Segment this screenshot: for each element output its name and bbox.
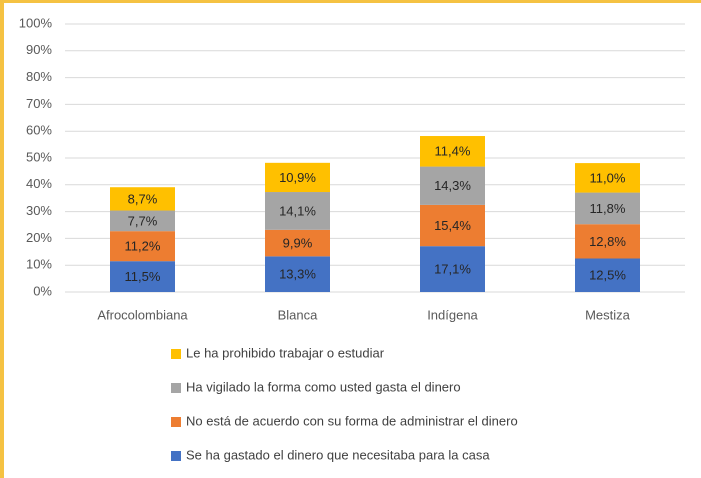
bar-segment <box>265 192 330 230</box>
legend-label: Ha vigilado la forma como usted gasta el… <box>186 379 461 394</box>
bar-segment <box>420 246 485 292</box>
y-tick-label: 20% <box>26 230 52 245</box>
bar-segment <box>575 224 640 259</box>
y-tick-label: 10% <box>26 257 52 272</box>
top-border <box>0 0 701 3</box>
legend-label: Le ha prohibido trabajar o estudiar <box>186 345 385 360</box>
y-tick-label: 80% <box>26 69 52 84</box>
y-tick-label: 100% <box>19 15 53 30</box>
x-tick-label: Afrocolombiana <box>97 307 188 322</box>
data-label: 12,5% <box>589 268 626 283</box>
x-tick-label: Blanca <box>278 307 319 322</box>
bar-segment <box>420 204 485 247</box>
data-label: 17,1% <box>434 262 471 277</box>
bar-segment <box>265 162 330 193</box>
data-label: 11,2% <box>125 239 161 254</box>
data-label: 14,3% <box>434 178 471 193</box>
y-tick-label: 0% <box>33 283 52 298</box>
bar-segment <box>420 136 485 167</box>
legend-swatch <box>171 383 181 393</box>
y-tick-label: 60% <box>26 123 52 138</box>
data-label: 8,7% <box>128 191 158 206</box>
bar-segment <box>265 256 330 292</box>
x-tick-label: Indígena <box>427 307 478 322</box>
data-label: 14,1% <box>279 203 316 218</box>
bar-segment <box>575 163 640 193</box>
legend-swatch <box>171 417 181 427</box>
data-label: 10,9% <box>279 170 316 185</box>
y-tick-label: 50% <box>26 149 52 164</box>
legend-label: Se ha gastado el dinero que necesitaba p… <box>186 447 490 462</box>
bar-segment <box>110 231 175 262</box>
bar-segment <box>420 166 485 205</box>
data-label: 11,5% <box>125 269 161 284</box>
legend-label: No está de acuerdo con su forma de admin… <box>186 413 518 428</box>
data-label: 12,8% <box>589 234 626 249</box>
legend-swatch <box>171 451 181 461</box>
data-label: 11,4% <box>435 144 471 159</box>
bar-segment <box>265 229 330 257</box>
legend: Se ha gastado el dinero que necesitaba p… <box>171 345 518 462</box>
y-tick-label: 40% <box>26 176 52 191</box>
y-tick-label: 70% <box>26 96 52 111</box>
y-tick-label: 30% <box>26 203 52 218</box>
y-tick-label: 90% <box>26 42 52 57</box>
left-border <box>0 0 4 478</box>
x-tick-label: Mestiza <box>585 307 631 322</box>
data-label: 15,4% <box>434 218 471 233</box>
bar-segment <box>575 258 640 292</box>
data-label: 11,0% <box>590 170 626 185</box>
bar-segment <box>110 261 175 292</box>
data-label: 9,9% <box>283 236 313 251</box>
bar-segment <box>110 187 175 211</box>
legend-swatch <box>171 349 181 359</box>
bar-segment <box>575 192 640 225</box>
data-label: 13,3% <box>279 267 316 282</box>
data-label: 7,7% <box>128 213 158 228</box>
data-label: 11,8% <box>590 201 626 216</box>
bar-segment <box>110 210 175 232</box>
